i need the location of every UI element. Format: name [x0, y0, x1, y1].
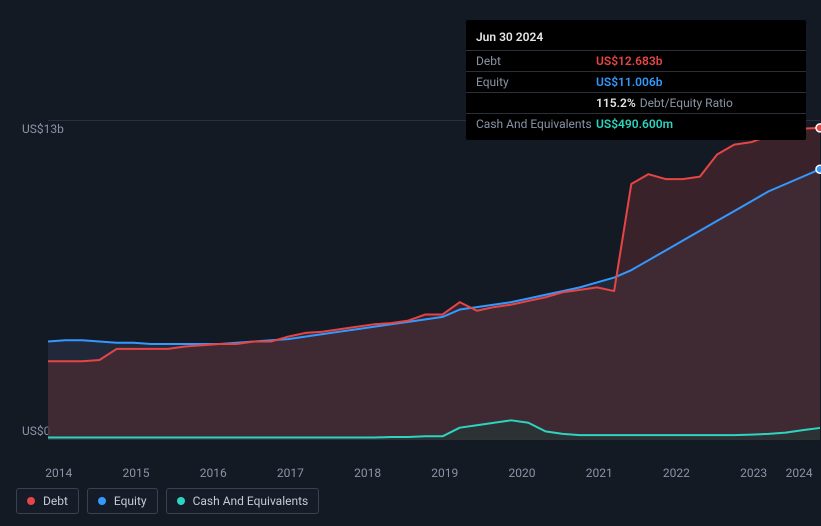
tooltip-label-ratio [476, 96, 596, 110]
x-tick: 2018 [354, 466, 381, 480]
chart-area: US$13b US$0 [16, 120, 821, 471]
tooltip-date: Jun 30 2024 [466, 26, 806, 50]
legend-label-equity: Equity [114, 494, 147, 508]
legend-item-debt[interactable]: Debt [16, 488, 79, 514]
x-tick: 2024 [786, 466, 813, 480]
tooltip-value-debt: US$12.683b [596, 54, 663, 68]
tooltip-row-equity: Equity US$11.006b [466, 71, 806, 92]
y-axis-bottom-label: US$0 [22, 424, 50, 438]
tooltip-value-cash: US$490.600m [596, 117, 673, 131]
tooltip-row-debt: Debt US$12.683b [466, 50, 806, 71]
tooltip-label-equity: Equity [476, 75, 596, 89]
chart-tooltip: Jun 30 2024 Debt US$12.683b Equity US$11… [466, 20, 806, 140]
tooltip-label-debt: Debt [476, 54, 596, 68]
x-tick: 2015 [123, 466, 150, 480]
x-tick: 2020 [509, 466, 536, 480]
x-tick: 2017 [277, 466, 304, 480]
legend-label-debt: Debt [43, 494, 68, 508]
x-tick: 2016 [200, 466, 227, 480]
x-tick: 2023 [740, 466, 767, 480]
tooltip-row-cash: Cash And Equivalents US$490.600m [466, 113, 806, 134]
x-tick: 2014 [45, 466, 72, 480]
tooltip-extra-ratio: Debt/Equity Ratio [640, 96, 733, 110]
legend-dot-debt [27, 497, 35, 505]
legend-item-equity[interactable]: Equity [87, 488, 158, 514]
chart-legend: Debt Equity Cash And Equivalents [16, 488, 319, 514]
legend-dot-cash [177, 497, 185, 505]
x-tick: 2022 [663, 466, 690, 480]
x-axis: 2014 2015 2016 2017 2018 2019 2020 2021 2022 2023… [48, 466, 821, 486]
x-tick: 2021 [586, 466, 613, 480]
chart-plot [48, 120, 820, 440]
tooltip-value-ratio: 115.2% [596, 96, 636, 110]
legend-dot-equity [98, 497, 106, 505]
x-tick: 2019 [431, 466, 458, 480]
tooltip-label-cash: Cash And Equivalents [476, 117, 596, 131]
tooltip-value-equity: US$11.006b [596, 75, 663, 89]
tooltip-row-ratio: 115.2% Debt/Equity Ratio [466, 92, 806, 113]
legend-item-cash[interactable]: Cash And Equivalents [166, 488, 320, 514]
legend-label-cash: Cash And Equivalents [193, 494, 309, 508]
